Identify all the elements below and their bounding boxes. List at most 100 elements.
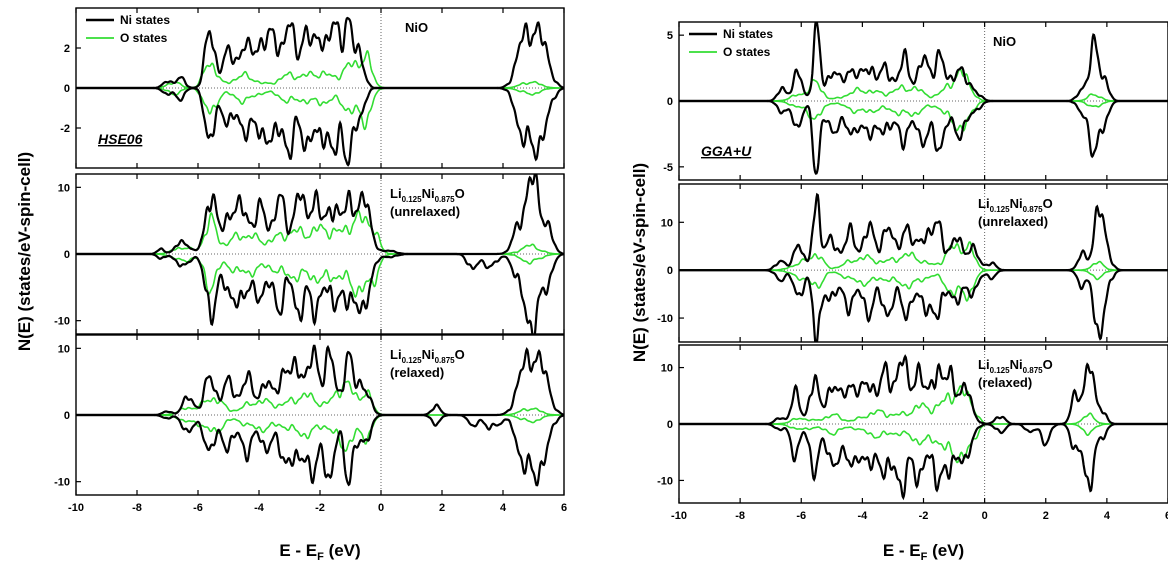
ni-states-spin-up [679, 354, 1168, 426]
x-tick-label: 0 [378, 502, 384, 514]
panel-label-part: O [455, 186, 465, 201]
ni-states-spin-down [679, 422, 1168, 501]
panel-label-part: O [1043, 357, 1053, 372]
panel-label-part: Li [390, 186, 402, 201]
panel-label-part: Li [978, 357, 990, 372]
method-label: HSE06 [98, 131, 143, 147]
curves [679, 22, 1168, 175]
y-tick-label: 0 [64, 249, 70, 261]
y-tick-label: 10 [661, 217, 673, 229]
panel-label-part: Li [390, 347, 402, 362]
y-tick-label: 10 [661, 363, 673, 375]
curves [76, 174, 564, 334]
panel-label-line2: (relaxed) [978, 375, 1032, 390]
x-tick-label: 6 [561, 502, 567, 514]
panel-label-part: 0.875 [435, 195, 456, 204]
y-axis-title: N(E) (states/eV-spin-cell) [630, 163, 649, 362]
curves [76, 16, 564, 167]
panel-label-part: Ni [422, 347, 435, 362]
x-tick-label: -2 [315, 502, 325, 514]
panel-label-line2: (unrelaxed) [978, 214, 1048, 229]
panel-label-line2: (relaxed) [390, 365, 444, 380]
x-axis-title-unit: (eV) [927, 541, 964, 560]
y-tick-label: 0 [667, 265, 673, 277]
panel-label-part: 0.125 [990, 366, 1011, 375]
o-states-spin-up [76, 50, 564, 89]
panel-label-part: O [455, 347, 465, 362]
x-tick-label: 0 [982, 510, 988, 522]
dos-panel-1: -5 0 5 NiO [663, 21, 1168, 181]
x-axis-title-main: E - E [279, 541, 317, 560]
o-states-spin-up [679, 241, 1168, 271]
y-tick-label: 2 [64, 43, 70, 55]
curves [76, 344, 564, 487]
y-tick-label: 0 [64, 410, 70, 422]
x-axis-title: E - EF (eV) [883, 541, 964, 563]
panel-label: Li0.125Ni0.875O [978, 196, 1053, 214]
y-tick-label: -10 [54, 477, 70, 489]
ni-states-spin-down [679, 99, 1168, 175]
dos-panel-1: -2 0 2 NiO [60, 7, 565, 169]
ni-states-spin-up [679, 192, 1168, 272]
x-tick-label: 2 [1043, 510, 1049, 522]
x-tick-label: -4 [254, 502, 265, 514]
panel-label-part: Ni [1010, 196, 1023, 211]
panel-label-part: 0.875 [435, 356, 456, 365]
x-tick-label: 2 [439, 502, 445, 514]
y-tick-label: -2 [60, 123, 70, 135]
ni-states-spin-down [76, 86, 564, 167]
ni-states-spin-down [679, 269, 1168, 342]
x-tick-label: -6 [193, 502, 203, 514]
panel-label-part: Li [978, 196, 990, 211]
panel-label-part: 0.875 [1023, 366, 1044, 375]
y-tick-label: 10 [58, 343, 70, 355]
panel-label: NiO [993, 34, 1016, 49]
o-states-spin-up [679, 68, 1168, 102]
y-tick-label: -5 [663, 162, 673, 174]
legend-entry: O states [723, 45, 771, 59]
x-axis-title-main: E - E [883, 541, 921, 560]
y-tick-label: 5 [667, 30, 673, 42]
x-tick-label: -10 [671, 510, 687, 522]
x-tick-label: -6 [796, 510, 806, 522]
x-axis-title-sub: F [317, 551, 324, 563]
legend-entry: Ni states [120, 13, 170, 27]
panel-label: Li0.125Ni0.875O [978, 357, 1053, 375]
y-axis-title: N(E) (states/eV-spin-cell) [15, 152, 34, 351]
o-states-spin-down [679, 269, 1168, 302]
y-tick-label: -10 [657, 313, 673, 325]
x-tick-label: -10 [68, 502, 84, 514]
x-tick-label: -8 [132, 502, 142, 514]
legend-entry: O states [120, 31, 168, 45]
legend-entry: Ni states [723, 27, 773, 41]
panel-label: Li0.125Ni0.875O [390, 347, 465, 365]
ni-states-spin-down [76, 252, 564, 334]
o-states-spin-down [76, 87, 564, 131]
o-states-spin-up [76, 380, 564, 416]
ni-states-spin-down [76, 413, 564, 487]
x-tick-label: -4 [857, 510, 868, 522]
curves [679, 354, 1168, 501]
chart-gga-u: -505 NiO-10010Li0.125Ni0.875O(unrelaxed)-… [630, 21, 1168, 563]
panel-label-part: 0.125 [402, 356, 423, 365]
panel-label-part: Ni [1010, 357, 1023, 372]
y-tick-label: 0 [667, 96, 673, 108]
x-axis-title-unit: (eV) [324, 541, 361, 560]
panel-label-part: Ni [422, 186, 435, 201]
panel-label-part: O [1043, 196, 1053, 211]
x-tick-label: -8 [735, 510, 745, 522]
y-tick-label: 0 [667, 419, 673, 431]
o-states-spin-down [76, 253, 564, 299]
panel-label-line2: (unrelaxed) [390, 204, 460, 219]
curves [679, 192, 1168, 342]
panel-label: Li0.125Ni0.875O [390, 186, 465, 204]
panel-label-part: 0.125 [402, 195, 423, 204]
panel-label: NiO [405, 20, 428, 35]
x-tick-label: -2 [919, 510, 929, 522]
x-axis-title: E - EF (eV) [279, 541, 360, 563]
